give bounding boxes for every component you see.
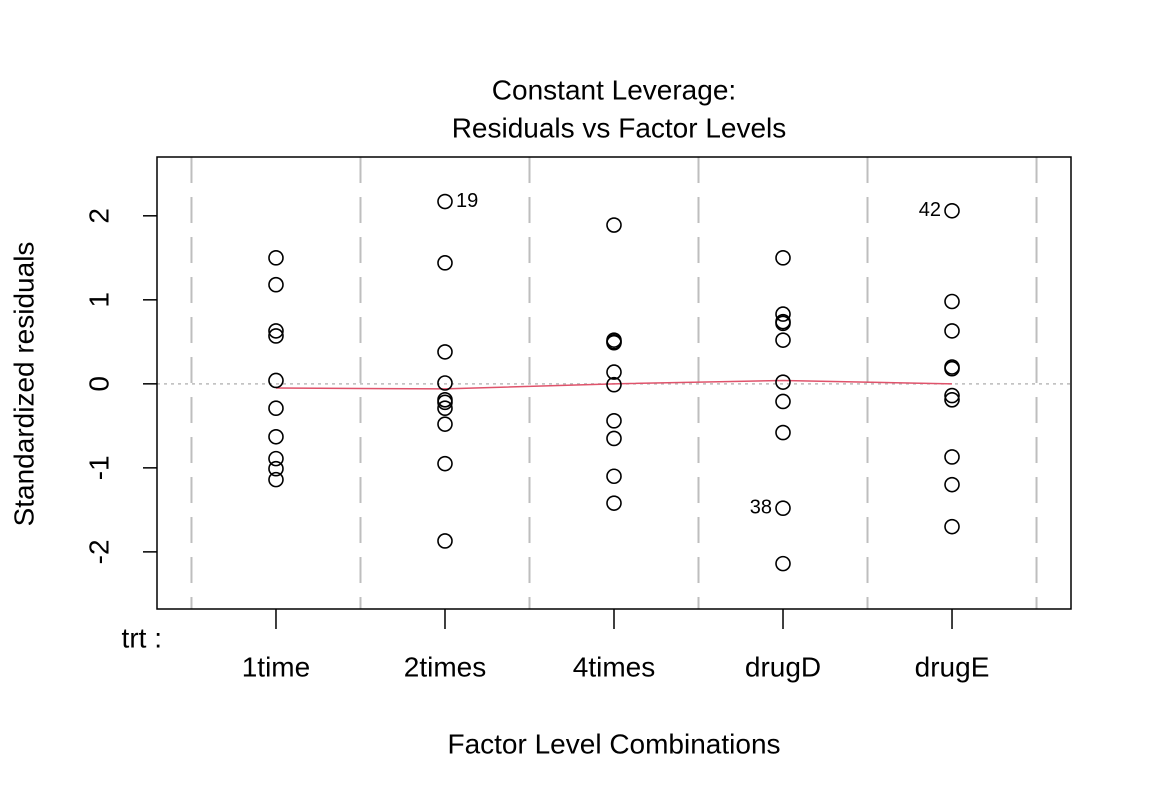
point [268,400,284,417]
point [437,455,453,472]
y-tick-label: -2 [83,539,114,564]
point [437,344,453,360]
point [437,400,453,417]
point [775,555,791,572]
point [775,500,791,516]
y-tick-label: -1 [83,455,114,480]
point [775,374,791,390]
point [268,328,284,344]
point-label: 42 [919,199,941,221]
point [437,416,453,432]
y-axis-label: Standardized residuals [8,242,39,527]
x-axis-label: Factor Level Combinations [447,728,780,759]
point [944,202,960,219]
point [944,449,960,465]
point [944,293,960,310]
y-tick-label: 0 [83,376,114,392]
x-tick-label: 4times [573,651,655,682]
point [944,323,960,339]
point [268,471,284,488]
y-tick-label: 1 [83,292,114,308]
point-label: 19 [456,190,478,212]
point [775,250,791,266]
point [606,430,622,447]
point [268,276,284,293]
point [437,193,453,210]
y-tick-label: 2 [83,208,114,224]
point [606,364,622,380]
point [606,376,622,393]
point [944,387,960,404]
point [775,306,791,322]
point [606,413,622,429]
point [437,394,453,411]
x-tick-label: 2times [404,651,486,682]
point [606,334,622,351]
chart-subtitle: Residuals vs Factor Levels [452,112,787,143]
plot-frame [156,156,1072,610]
point-label: 38 [750,496,772,518]
point [775,332,791,348]
x-tick-label: drugE [915,651,990,682]
point [944,360,960,377]
point [437,255,453,271]
point [775,315,791,332]
point [606,495,622,511]
x-tick-label: drugD [745,651,821,682]
point [944,392,960,408]
point [775,424,791,441]
x-tick-label: 1time [242,651,310,682]
point [268,250,284,266]
factor-label: trt : [122,622,162,653]
chart-title: Constant Leverage: [492,74,736,105]
point [268,323,284,339]
point [606,217,622,233]
point [437,533,453,549]
point [437,375,453,391]
point [268,428,284,445]
point [606,468,622,485]
point [268,450,284,467]
point [944,518,960,535]
point [775,393,791,410]
smooth-line [275,379,953,390]
point [268,372,284,389]
point [944,476,960,493]
point [268,460,284,477]
